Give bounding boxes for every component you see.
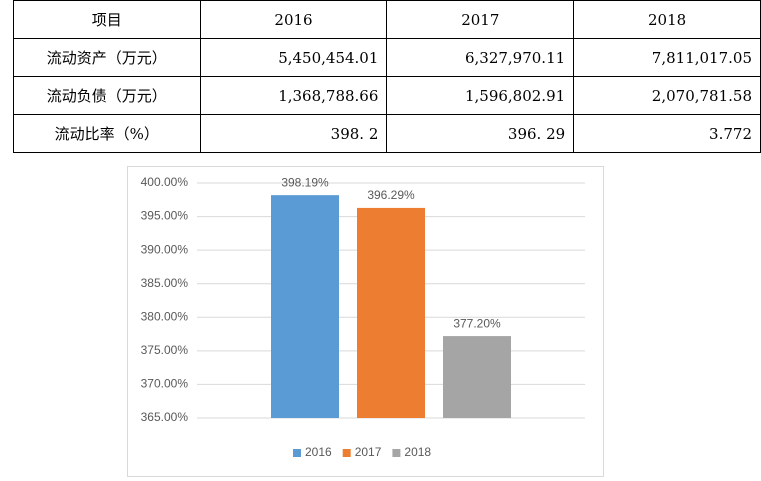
- data-label: 398.19%: [281, 175, 329, 189]
- data-table: 项目 2016 2017 2018 流动资产（万元） 5,450,454.01 6,327,…: [13, 0, 761, 153]
- table-cell: 5,450,454.01: [199, 38, 388, 77]
- y-tick-label: 375.00%: [141, 343, 189, 357]
- bar: [443, 336, 511, 418]
- legend-swatch: [392, 449, 401, 457]
- table-cell: 2,070,781.58: [573, 76, 761, 115]
- table-cell: 2016: [199, 0, 388, 39]
- y-tick-label: 390.00%: [141, 242, 189, 256]
- bar: [357, 207, 425, 418]
- table-cell: 流动比率（%）: [13, 114, 201, 153]
- data-label: 396.29%: [367, 188, 415, 202]
- table-cell: 流动负债（万元）: [13, 76, 201, 115]
- table-cell: 3.772: [573, 114, 761, 153]
- table-row: 流动比率（%） 398. 2 396. 29 3.772: [13, 114, 761, 153]
- legend-label: 2016: [305, 445, 332, 459]
- legend-swatch: [293, 449, 301, 457]
- y-tick-label: 400.00%: [141, 175, 189, 189]
- y-tick-label: 385.00%: [141, 276, 189, 290]
- legend-swatch: [342, 449, 351, 457]
- data-label: 377.20%: [453, 316, 501, 330]
- y-tick-label: 395.00%: [141, 209, 189, 223]
- table-row: 流动负债（万元） 1,368,788.66 1,596,802.91 2,070,78…: [13, 76, 761, 115]
- bar: [271, 195, 339, 418]
- table-cell: 1,368,788.66: [199, 76, 388, 115]
- table-cell: 2018: [573, 0, 761, 39]
- table-cell: 项目: [13, 0, 201, 39]
- y-tick-label: 380.00%: [141, 309, 189, 323]
- table-cell: 1,596,802.91: [386, 76, 575, 115]
- legend-label: 2017: [355, 445, 382, 459]
- table-cell: 398. 2: [199, 114, 388, 153]
- table-cell: 7,811,017.05: [573, 38, 761, 77]
- table-row: 流动资产（万元） 5,450,454.01 6,327,970.11 7,811,01…: [13, 38, 761, 77]
- table-cell: 6,327,970.11: [386, 38, 575, 77]
- table-cell: 396. 29: [386, 114, 575, 153]
- y-tick-label: 370.00%: [141, 377, 189, 391]
- y-tick-label: 365.00%: [141, 410, 189, 424]
- legend-label: 2018: [404, 445, 431, 459]
- table-row: 项目 2016 2017 2018: [13, 0, 761, 39]
